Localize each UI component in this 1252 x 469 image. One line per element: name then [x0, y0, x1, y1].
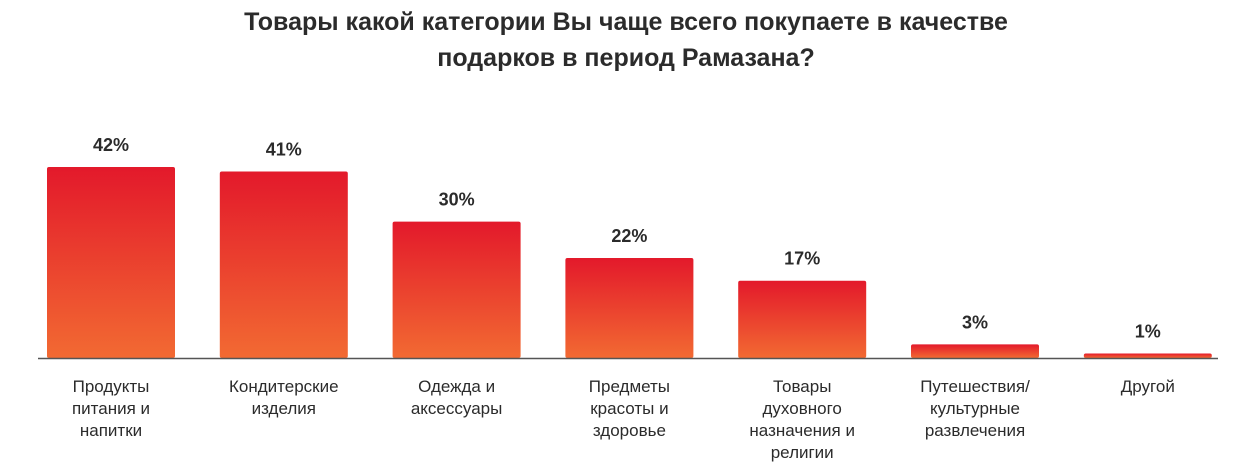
- data-label-5: 17%: [784, 249, 820, 269]
- category-label-5: Товары духовного назначения и религии: [749, 377, 855, 462]
- data-label-3: 30%: [439, 190, 475, 210]
- bar-3: [392, 221, 521, 358]
- bar-7: [1083, 353, 1212, 358]
- category-label-6: Путешествия/культурные развлечения: [920, 377, 1030, 440]
- bar-2: [219, 171, 348, 358]
- category-label-3: Одежда и аксессуары: [411, 377, 502, 418]
- bar-4: [565, 258, 694, 358]
- data-label-4: 22%: [611, 226, 647, 246]
- data-label-1: 42%: [93, 135, 129, 155]
- category-label-1: Продукты питания и напитки: [72, 377, 150, 440]
- chart-title-line-1: Товары какой категории Вы чаще всего пок…: [244, 8, 1008, 36]
- chart-title-line-2: подарков в период Рамазана?: [437, 44, 815, 72]
- data-label-2: 41%: [266, 140, 302, 160]
- category-label-2: Кондитерские изделия: [229, 377, 339, 418]
- category-label-7: Другой: [1121, 377, 1175, 396]
- category-label-4: Предметы красоты и здоровье: [589, 377, 670, 440]
- bar-6: [911, 344, 1039, 358]
- data-label-6: 3%: [962, 312, 988, 332]
- chart-title: Товары какой категории Вы чаще всего пок…: [0, 4, 1252, 76]
- bar-1: [47, 167, 175, 358]
- bar-5: [738, 280, 867, 358]
- data-label-7: 1%: [1135, 322, 1161, 342]
